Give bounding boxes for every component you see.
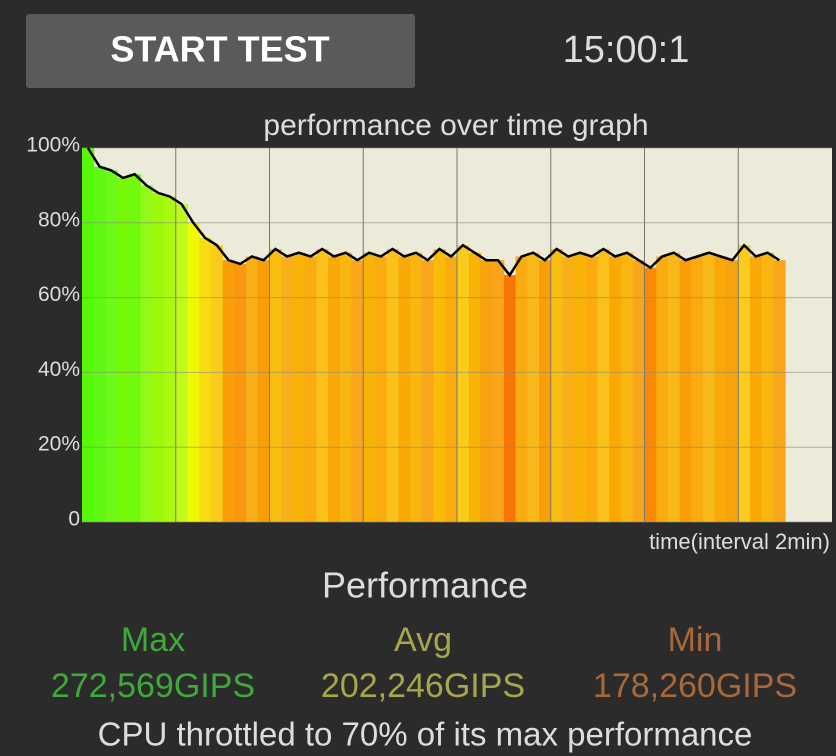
x-axis-label: time(interval 2min) bbox=[649, 529, 830, 554]
area-column bbox=[492, 260, 505, 522]
chart-title: performance over time graph bbox=[263, 109, 648, 142]
area-column bbox=[445, 256, 458, 522]
area-column bbox=[117, 177, 130, 523]
area-column bbox=[374, 256, 388, 522]
area-column bbox=[328, 256, 341, 522]
area-column bbox=[152, 192, 165, 522]
area-column bbox=[527, 252, 540, 522]
area-column bbox=[222, 260, 235, 522]
area-column bbox=[621, 252, 634, 522]
area-column bbox=[316, 248, 329, 523]
area-column bbox=[257, 260, 270, 522]
area-column bbox=[609, 256, 622, 522]
stat-value: 178,260GIPS bbox=[593, 667, 797, 705]
area-column bbox=[128, 174, 142, 522]
area-column bbox=[667, 252, 681, 522]
area-column bbox=[726, 260, 739, 522]
performance-line bbox=[86, 147, 780, 278]
area-column bbox=[738, 245, 751, 523]
summary: CPU throttled to 70% of its max performa… bbox=[98, 716, 753, 753]
area-column bbox=[210, 245, 224, 523]
start-button[interactable] bbox=[26, 14, 415, 88]
area-column bbox=[574, 252, 587, 522]
area-column bbox=[386, 248, 399, 523]
area-column bbox=[550, 248, 563, 523]
y-tick-label: 60% bbox=[38, 283, 80, 306]
area-column bbox=[539, 260, 552, 522]
area-column bbox=[363, 252, 376, 522]
area-column bbox=[82, 148, 95, 522]
area-column bbox=[398, 256, 411, 522]
button-label[interactable]: START TEST bbox=[110, 29, 329, 70]
area-column bbox=[632, 260, 645, 522]
area-column bbox=[585, 256, 599, 522]
area-column bbox=[140, 185, 153, 522]
area-column bbox=[175, 204, 188, 522]
area-column bbox=[468, 252, 481, 522]
area-column bbox=[679, 260, 692, 522]
area-column bbox=[761, 252, 774, 522]
stat-label: Min bbox=[668, 621, 723, 659]
stat-value: 272,569GIPS bbox=[51, 667, 255, 705]
performance-title: Performance bbox=[322, 565, 528, 606]
y-tick-label: 20% bbox=[38, 433, 80, 456]
area-column bbox=[281, 256, 294, 522]
area-column bbox=[292, 252, 306, 522]
area-column bbox=[597, 248, 610, 523]
stat-value: 202,246GIPS bbox=[321, 667, 525, 705]
y-tick-label: 80% bbox=[38, 208, 80, 231]
area-column bbox=[246, 256, 259, 522]
y-tick-label: 0 bbox=[68, 508, 80, 531]
plot bbox=[82, 147, 832, 523]
area-column bbox=[562, 256, 575, 522]
area-column bbox=[304, 256, 317, 522]
area-column bbox=[351, 260, 364, 522]
area-column bbox=[421, 260, 435, 522]
area-column bbox=[480, 260, 493, 522]
area-column bbox=[644, 267, 657, 522]
y-tick-label: 40% bbox=[38, 358, 80, 381]
area-column bbox=[339, 252, 353, 522]
stat-label: Max bbox=[121, 621, 185, 659]
area-column bbox=[269, 248, 282, 523]
area-column bbox=[503, 275, 517, 522]
area-column bbox=[714, 256, 728, 522]
area-column bbox=[199, 237, 212, 522]
stat-label: Avg bbox=[394, 621, 452, 659]
area-column bbox=[773, 260, 786, 522]
area-column bbox=[433, 248, 446, 523]
area-column bbox=[749, 256, 763, 522]
area-column bbox=[656, 256, 669, 522]
timer: 15:00:1 bbox=[563, 29, 690, 71]
area-column bbox=[105, 170, 118, 522]
area-column bbox=[703, 252, 716, 522]
area-column bbox=[410, 252, 423, 522]
y-tick-label: 100% bbox=[26, 134, 80, 157]
area-column bbox=[93, 166, 106, 522]
area-column bbox=[515, 256, 528, 522]
area-column bbox=[691, 256, 704, 522]
area-column bbox=[457, 245, 470, 523]
area-column bbox=[164, 196, 177, 522]
area-column bbox=[234, 263, 247, 522]
